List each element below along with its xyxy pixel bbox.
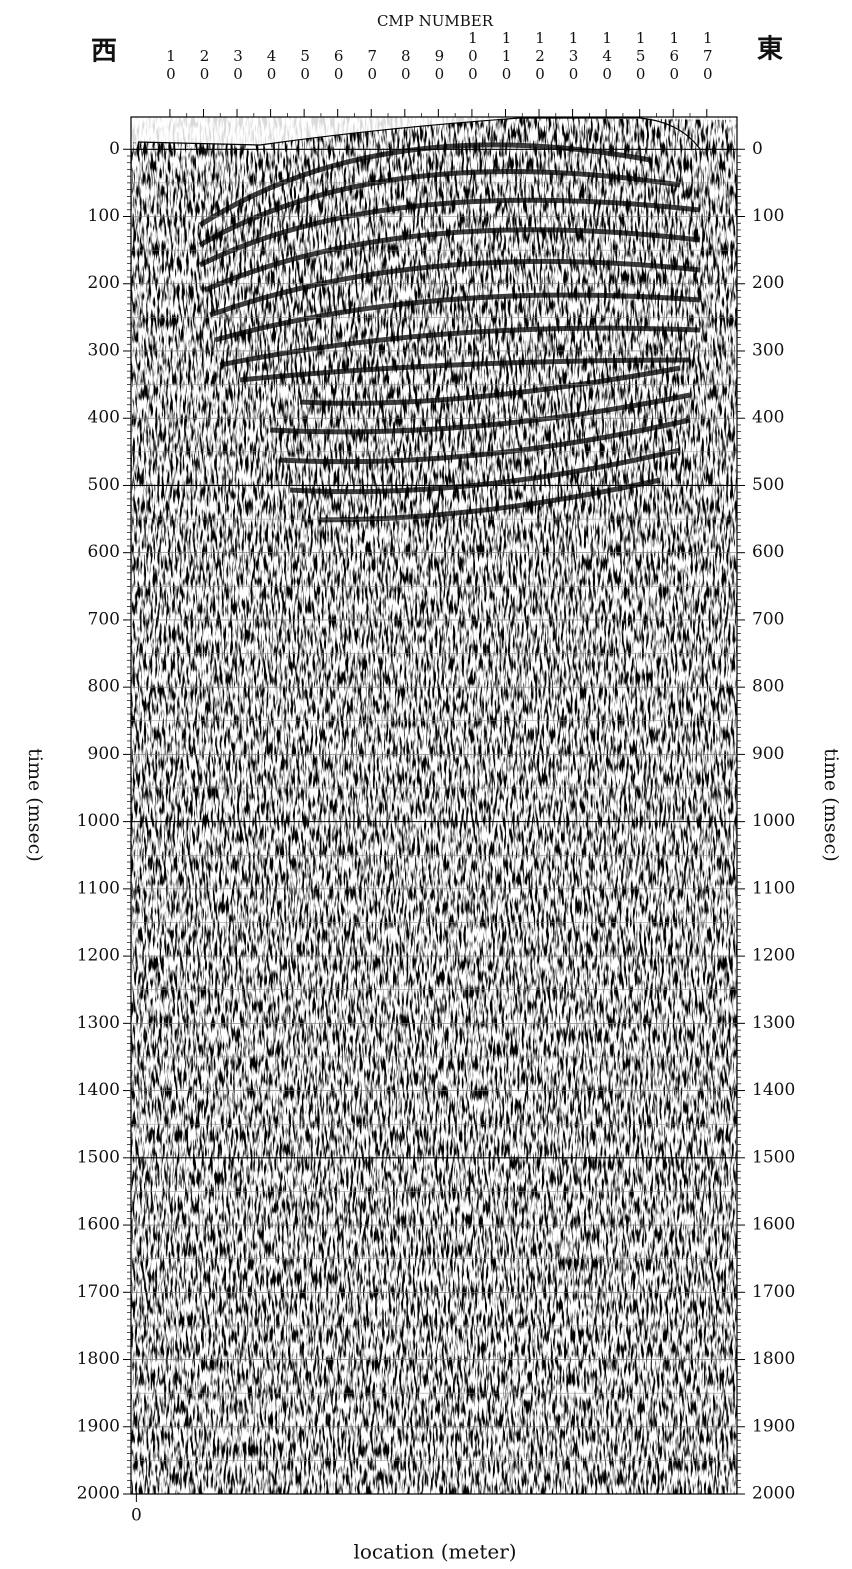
y-tick-label: 900 [752, 744, 784, 764]
y-tick-label: 1100 [752, 878, 795, 898]
y-tick-label: 100 [752, 206, 784, 226]
x-tick-label: 90 [430, 47, 448, 83]
y-tick-label: 1000 [77, 811, 120, 831]
y-tick-label: 2000 [77, 1484, 120, 1504]
x-tick-label: 100 [464, 29, 482, 83]
x-tick-label: 20 [195, 47, 213, 83]
y-tick-label: 1400 [752, 1080, 795, 1100]
y-tick-label: 900 [88, 744, 120, 764]
x-tick-label: 80 [397, 47, 415, 83]
x-tick-label: 150 [632, 29, 650, 83]
y-tick-label: 1800 [752, 1349, 795, 1369]
y-tick-label: 700 [88, 609, 120, 629]
annotation: 西 [91, 37, 117, 67]
y-tick-label: 400 [752, 408, 784, 428]
x-tick-label: 50 [296, 47, 314, 83]
y-tick-label: 400 [88, 408, 120, 428]
annotation: 東 [757, 35, 783, 65]
x-tick-label: 140 [598, 29, 616, 83]
y-tick-label: 1500 [752, 1147, 795, 1167]
reflectors [198, 142, 701, 523]
y-tick-label: 1000 [752, 811, 795, 831]
x-tick-label: 130 [565, 29, 583, 83]
y-tick-label: 800 [88, 677, 120, 697]
surface-line [137, 117, 701, 150]
y-tick-label: 1600 [752, 1215, 795, 1235]
y-tick-label: 600 [752, 542, 784, 562]
y-tick-label: 1600 [77, 1215, 120, 1235]
x-tick-label: 110 [497, 29, 515, 83]
y-tick-label: 800 [752, 677, 784, 697]
y-tick-label: 700 [752, 609, 784, 629]
y-axis-label: time (msec) [820, 748, 842, 862]
y-tick-label: 600 [88, 542, 120, 562]
y-tick-label: 1300 [752, 1013, 795, 1033]
y-tick-label: 1200 [77, 946, 120, 966]
y-tick-label: 1500 [77, 1147, 120, 1167]
y-tick-label: 0 [109, 139, 120, 159]
y-tick-label: 1100 [77, 878, 120, 898]
x-tick-label: 160 [665, 29, 683, 83]
y-tick-label: 100 [88, 206, 120, 226]
y-tick-label: 1700 [77, 1282, 120, 1302]
y-tick-label: 500 [752, 475, 784, 495]
x-tick-label: 30 [229, 47, 247, 83]
y-tick-label: 300 [752, 340, 784, 360]
y-tick-label: 500 [88, 475, 120, 495]
y-tick-label: 1700 [752, 1282, 795, 1302]
surface-mask [131, 117, 737, 145]
x2-tick-label: 0 [131, 1506, 142, 1526]
y-tick-label: 1400 [77, 1080, 120, 1100]
x2-axis-label: location (meter) [353, 1540, 516, 1564]
y-tick-label: 1900 [752, 1416, 795, 1436]
y-tick-label: 1200 [752, 946, 795, 966]
x-tick-label: 170 [699, 29, 717, 83]
y-tick-label: 1900 [77, 1416, 120, 1436]
x-tick-label: 10 [162, 47, 180, 83]
x-tick-label: 70 [363, 47, 381, 83]
y-tick-label: 1300 [77, 1013, 120, 1033]
y-tick-label: 0 [752, 139, 763, 159]
y-axis-label: time (msec) [24, 748, 46, 862]
x-tick-label: 40 [263, 47, 281, 83]
y-tick-label: 200 [88, 273, 120, 293]
y-tick-label: 2000 [752, 1484, 795, 1504]
y-tick-label: 300 [88, 340, 120, 360]
x-tick-label: 60 [330, 47, 348, 83]
seismic-section [131, 117, 737, 1494]
chart-title: CMP NUMBER [377, 12, 494, 30]
y-tick-label: 1800 [77, 1349, 120, 1369]
y-tick-label: 200 [752, 273, 784, 293]
x-tick-label: 120 [531, 29, 549, 83]
